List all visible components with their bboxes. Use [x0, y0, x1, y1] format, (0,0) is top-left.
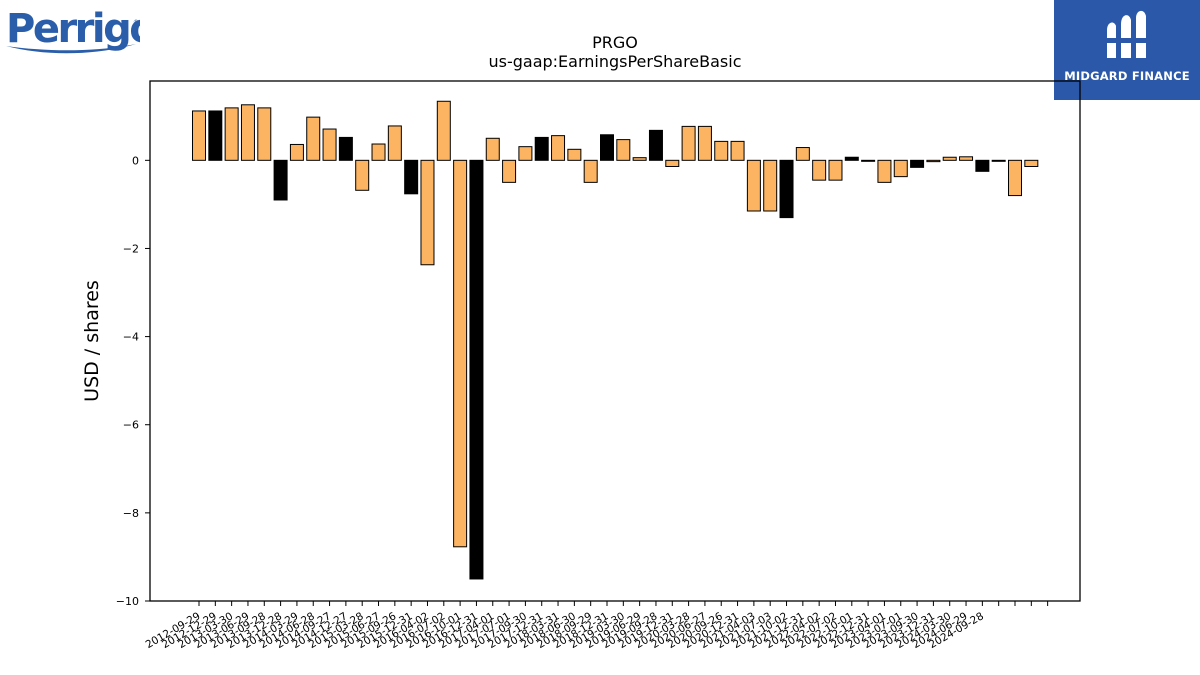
bar-2021-12-31: [795, 147, 810, 161]
bar-2020-06-27: [697, 125, 712, 161]
perrigo-logo: Perrigo ®: [6, 6, 140, 54]
bar-2014-06-28: [306, 116, 321, 161]
bar-2017-12-31: [534, 136, 549, 161]
bar-2015-09-26: [387, 125, 402, 161]
bar-2016-12-31: [469, 159, 484, 580]
y-tick-label: −10: [116, 595, 139, 608]
midgard-brand-text: MIDGARD FINANCE: [1064, 69, 1190, 83]
y-tick-label: 0: [132, 154, 139, 167]
bar-2018-12-31: [600, 134, 614, 161]
bar-2022-04-02: [812, 159, 827, 181]
bar-2020-12-31: [730, 140, 745, 161]
bar-2017-09-30: [518, 146, 533, 161]
bar-2019-12-31: [665, 159, 680, 167]
bar-2015-12-31: [404, 159, 419, 195]
bar-2017-04-01: [485, 137, 500, 161]
bar-2022-07-02: [828, 159, 843, 181]
midgard-emblem-icon: [1104, 10, 1150, 59]
bar-2023-12-31: [926, 159, 941, 163]
bar-2014-09-27: [322, 128, 337, 161]
bar-2013-09-28: [257, 107, 272, 161]
chart-subtitle: us-gaap:EarningsPerShareBasic: [488, 52, 741, 71]
y-axis-ticks: 0 −2 −4 −6 −8 −10: [116, 154, 150, 608]
chart-title: PRGO: [592, 33, 638, 52]
bar-2022-12-31: [861, 159, 876, 162]
midgard-finance-logo: MIDGARD FINANCE: [1054, 0, 1200, 100]
bar-2023-04-01: [877, 159, 892, 183]
bar-2018-09-29: [583, 159, 598, 183]
bar-2012-09-29: [192, 110, 206, 161]
bar-2019-09-28: [648, 129, 663, 161]
bar-2014-03-29: [289, 143, 304, 161]
bar-2013-12-28: [273, 159, 288, 201]
y-tick-label: −8: [123, 507, 139, 520]
bar-2019-06-29: [632, 157, 647, 161]
bar-2025-03-29: [1008, 159, 1022, 197]
bar-2023-09-30: [910, 159, 925, 168]
bar-2013-03-30: [224, 107, 239, 161]
bar-2025-06-28: [1024, 159, 1039, 167]
y-tick-label: −6: [123, 419, 139, 432]
y-tick-label: −2: [123, 242, 139, 255]
bar-2016-10-01: [453, 159, 468, 548]
bar-2018-06-30: [567, 148, 582, 161]
bar-2021-07-03: [763, 159, 778, 212]
bar-2014-12-27: [338, 136, 353, 161]
bar-series: [192, 100, 1039, 580]
bar-2024-12-31: [991, 159, 1006, 162]
bar-2017-07-01: [502, 159, 517, 183]
svg-text:®: ®: [133, 19, 139, 26]
bar-2024-09-28: [975, 159, 990, 172]
bar-2016-04-02: [420, 159, 435, 266]
bar-2022-10-01: [844, 156, 859, 161]
svg-text:Perrigo: Perrigo: [6, 6, 140, 52]
bar-2019-03-30: [616, 139, 631, 161]
y-axis-label: USD / shares: [81, 280, 103, 402]
bar-2020-03-28: [681, 125, 696, 161]
plot-frame: [149, 80, 1081, 602]
bar-2013-06-29: [240, 104, 255, 161]
bar-2021-04-03: [746, 159, 761, 212]
bar-2020-09-26: [714, 140, 729, 161]
bar-2024-06-29: [959, 156, 974, 161]
bar-2015-06-27: [371, 143, 386, 161]
bar-2018-03-31: [551, 135, 566, 161]
bar-2012-12-29: [208, 110, 223, 161]
bar-2015-03-28: [355, 159, 370, 191]
bar-2023-07-01: [893, 159, 908, 178]
bar-2021-10-02: [779, 159, 794, 219]
bar-2024-03-30: [942, 156, 957, 161]
bar-2016-07-02: [436, 100, 451, 161]
y-tick-label: −4: [123, 331, 139, 344]
x-axis-ticks: 2012-09-292012-12-292013-03-302013-06-29…: [144, 601, 1049, 651]
